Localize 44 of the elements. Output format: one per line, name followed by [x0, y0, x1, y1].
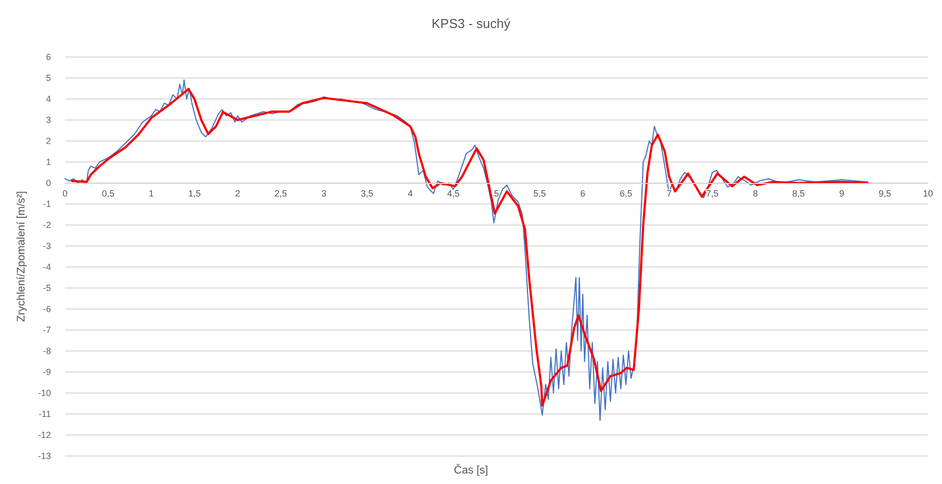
x-tick-label: 6,5	[620, 188, 632, 198]
y-tick-label: -7	[42, 325, 51, 335]
y-tick-label: -11	[38, 409, 51, 419]
x-axis-title: Čas [s]	[454, 464, 488, 476]
y-tick-label: -1	[42, 199, 51, 209]
x-tick-label: 0	[62, 188, 68, 198]
y-tick-label: 3	[46, 115, 51, 125]
x-tick-label: 5	[494, 188, 500, 198]
x-tick-label: 2	[235, 188, 240, 198]
y-axis-title: Zrychlení/Zpomalení [m/s²]	[16, 191, 28, 322]
y-tick-label: -6	[42, 304, 51, 314]
x-tick-label: 9	[839, 188, 844, 198]
x-tick-label: 3	[321, 188, 326, 198]
x-tick-label: 7	[666, 188, 672, 198]
y-tick-label: 4	[46, 94, 51, 104]
y-tick-label: 0	[46, 178, 51, 188]
y-tick-label: 5	[46, 73, 51, 83]
x-tick-label: 8	[752, 188, 758, 198]
x-tick-label: 10	[922, 188, 934, 198]
y-tick-label: 6	[46, 52, 51, 62]
y-tick-label: -3	[42, 241, 51, 251]
x-tick-label: 5,5	[533, 188, 546, 198]
y-tick-label: -8	[42, 346, 51, 356]
x-tick-label: 8,5	[792, 188, 805, 198]
chart-title: KPS3 - suchý	[432, 16, 511, 31]
x-tick-label: 1,5	[188, 188, 201, 198]
y-tick-label: -4	[42, 262, 51, 272]
y-tick-label: 1	[46, 157, 51, 167]
x-tick-label: 3,5	[360, 188, 374, 198]
x-tick-label: 4,5	[447, 188, 460, 198]
y-tick-label: -10	[38, 388, 51, 398]
x-tick-label: 0,5	[102, 188, 114, 198]
y-tick-label: -2	[42, 220, 51, 230]
y-tick-label: -9	[42, 367, 51, 377]
x-tick-label: 2,5	[274, 188, 288, 198]
x-tick-label: 7,5	[706, 188, 719, 198]
y-tick-label: -13	[38, 451, 51, 461]
y-tick-label: -12	[38, 430, 51, 440]
x-tick-label: 6	[580, 188, 586, 198]
x-tick-label: 4	[408, 188, 413, 198]
x-tick-label: 9,5	[878, 188, 892, 198]
x-tick-label: 1	[148, 188, 154, 198]
y-tick-label: 2	[46, 136, 51, 146]
y-tick-label: -5	[42, 283, 51, 293]
